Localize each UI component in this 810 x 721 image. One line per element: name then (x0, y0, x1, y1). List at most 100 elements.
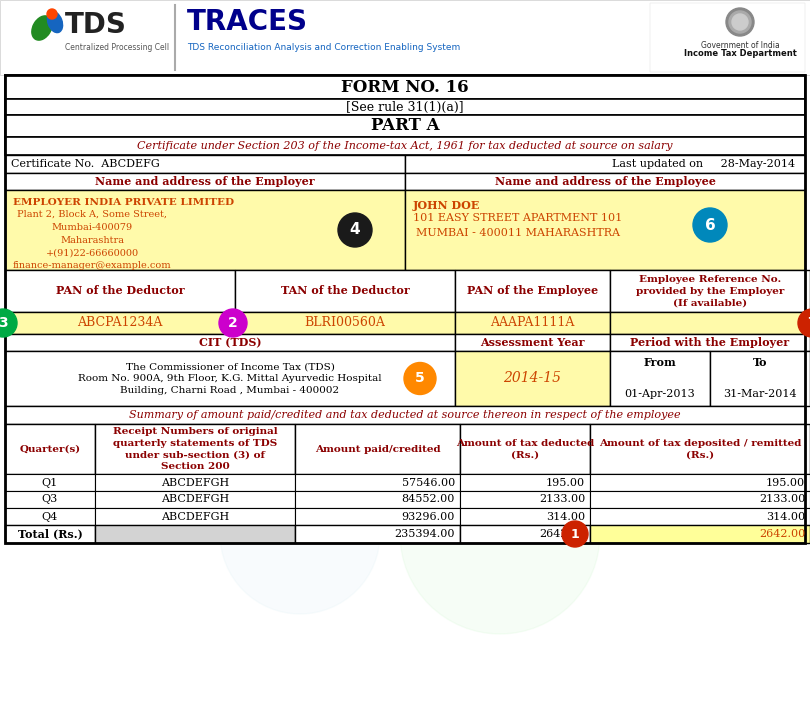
Text: ABCDEFGH: ABCDEFGH (161, 477, 229, 487)
Bar (295, 424, 460, 474)
Bar (95, 508, 295, 525)
Bar (5, 491, 95, 508)
Text: 93296.00: 93296.00 (402, 511, 455, 521)
Bar (610, 334, 810, 351)
Text: Last updated on     28-May-2014: Last updated on 28-May-2014 (612, 159, 795, 169)
Text: Q3: Q3 (42, 495, 58, 505)
Text: From: From (644, 358, 676, 368)
Text: BLRI00560A: BLRI00560A (305, 317, 386, 329)
Circle shape (195, 321, 305, 431)
Text: TAN of the Deductor: TAN of the Deductor (280, 286, 409, 296)
Bar (610, 312, 810, 334)
Bar (455, 270, 610, 312)
Text: 2642.00: 2642.00 (539, 529, 585, 539)
Bar (5, 137, 805, 155)
Text: AAAPA1111A: AAAPA1111A (490, 317, 574, 329)
Text: Q4: Q4 (42, 511, 58, 521)
Bar (235, 270, 455, 312)
Bar (5, 525, 95, 543)
Bar (405, 190, 805, 270)
Bar (95, 491, 295, 508)
Text: Name and address of the Employer: Name and address of the Employer (96, 176, 315, 187)
Bar (5, 270, 235, 312)
Bar (95, 424, 295, 474)
Circle shape (355, 341, 445, 431)
Bar (0, 0, 810, 75)
Bar (460, 491, 590, 508)
Bar (5, 190, 405, 270)
Text: CIT (TDS): CIT (TDS) (198, 337, 262, 348)
Bar (5, 312, 235, 334)
Circle shape (404, 363, 436, 394)
Text: Employee Reference No.
provided by the Employer
(If available): Employee Reference No. provided by the E… (636, 275, 784, 307)
Bar (295, 491, 460, 508)
Text: 2133.00: 2133.00 (759, 495, 805, 505)
Text: Plant 2, Block A, Some Street,
Mumbai-400079
Maharashtra
+(91)22-66660000
financ: Plant 2, Block A, Some Street, Mumbai-40… (13, 210, 172, 270)
Bar (295, 525, 460, 543)
Circle shape (338, 213, 372, 247)
Bar (5, 75, 805, 99)
Bar (405, 173, 805, 190)
Text: 195.00: 195.00 (546, 477, 585, 487)
Bar (610, 351, 710, 406)
Bar (295, 508, 460, 525)
Text: PAN of the Deductor: PAN of the Deductor (56, 286, 185, 296)
Bar (590, 474, 810, 491)
Ellipse shape (47, 9, 57, 19)
Circle shape (220, 454, 380, 614)
Bar (590, 508, 810, 525)
Text: EMPLOYER INDIA PRIVATE LIMITED: EMPLOYER INDIA PRIVATE LIMITED (13, 198, 234, 207)
Text: Period with the Employer: Period with the Employer (630, 337, 790, 348)
Circle shape (693, 208, 727, 242)
Text: 2: 2 (228, 316, 238, 330)
Text: TDS: TDS (65, 11, 127, 39)
Text: 01-Apr-2013: 01-Apr-2013 (625, 389, 695, 399)
Text: 195.00: 195.00 (766, 477, 805, 487)
Text: Name and address of the Employee: Name and address of the Employee (495, 176, 715, 187)
Bar (460, 508, 590, 525)
Text: Certificate No.  ABCDEFG: Certificate No. ABCDEFG (11, 159, 160, 169)
Text: Amount of tax deducted
(Rs.): Amount of tax deducted (Rs.) (456, 438, 594, 459)
Text: ABCPA1234A: ABCPA1234A (77, 317, 163, 329)
Text: Amount paid/credited: Amount paid/credited (315, 445, 441, 454)
Text: PART A: PART A (371, 118, 439, 135)
Circle shape (798, 309, 810, 337)
Bar (5, 406, 805, 424)
Bar (460, 525, 590, 543)
Text: 4: 4 (350, 223, 360, 237)
Text: Government of India: Government of India (701, 42, 779, 50)
Text: To: To (752, 358, 767, 368)
Text: ABCDEFGH: ABCDEFGH (161, 495, 229, 505)
Circle shape (726, 8, 754, 36)
Text: TRACES: TRACES (187, 8, 308, 36)
Bar (590, 424, 810, 474)
Text: 3: 3 (0, 316, 8, 330)
Bar (95, 474, 295, 491)
Bar (460, 424, 590, 474)
Ellipse shape (32, 16, 52, 40)
Text: TDS Reconciliation Analysis and Correction Enabling System: TDS Reconciliation Analysis and Correcti… (187, 43, 460, 53)
Text: 1: 1 (570, 528, 579, 541)
Ellipse shape (48, 12, 62, 32)
Bar (710, 351, 810, 406)
Bar (5, 75, 805, 543)
Text: 57546.00: 57546.00 (402, 477, 455, 487)
Text: 2642.00: 2642.00 (759, 529, 805, 539)
Circle shape (400, 434, 600, 634)
Text: [See rule 31(1)(a)]: [See rule 31(1)(a)] (346, 100, 464, 113)
Bar (5, 155, 405, 173)
Bar (5, 424, 95, 474)
Bar (295, 474, 460, 491)
Text: PAN of the Employee: PAN of the Employee (467, 286, 598, 296)
Text: ABCDEFGH: ABCDEFGH (161, 511, 229, 521)
Text: Amount of tax deposited / remitted
(Rs.): Amount of tax deposited / remitted (Rs.) (599, 438, 801, 459)
Bar (235, 312, 455, 334)
Text: 2014-15: 2014-15 (503, 371, 561, 386)
Text: FORM NO. 16: FORM NO. 16 (341, 79, 469, 95)
Bar (5, 508, 95, 525)
Bar (405, 155, 805, 173)
Text: 235394.00: 235394.00 (394, 529, 455, 539)
Text: The Commissioner of Income Tax (TDS)
Room No. 900A, 9th Floor, K.G. Mittal Ayurv: The Commissioner of Income Tax (TDS) Roo… (79, 362, 382, 395)
Bar (5, 173, 405, 190)
Text: Summary of amount paid/credited and tax deducted at source thereon in respect of: Summary of amount paid/credited and tax … (129, 410, 681, 420)
